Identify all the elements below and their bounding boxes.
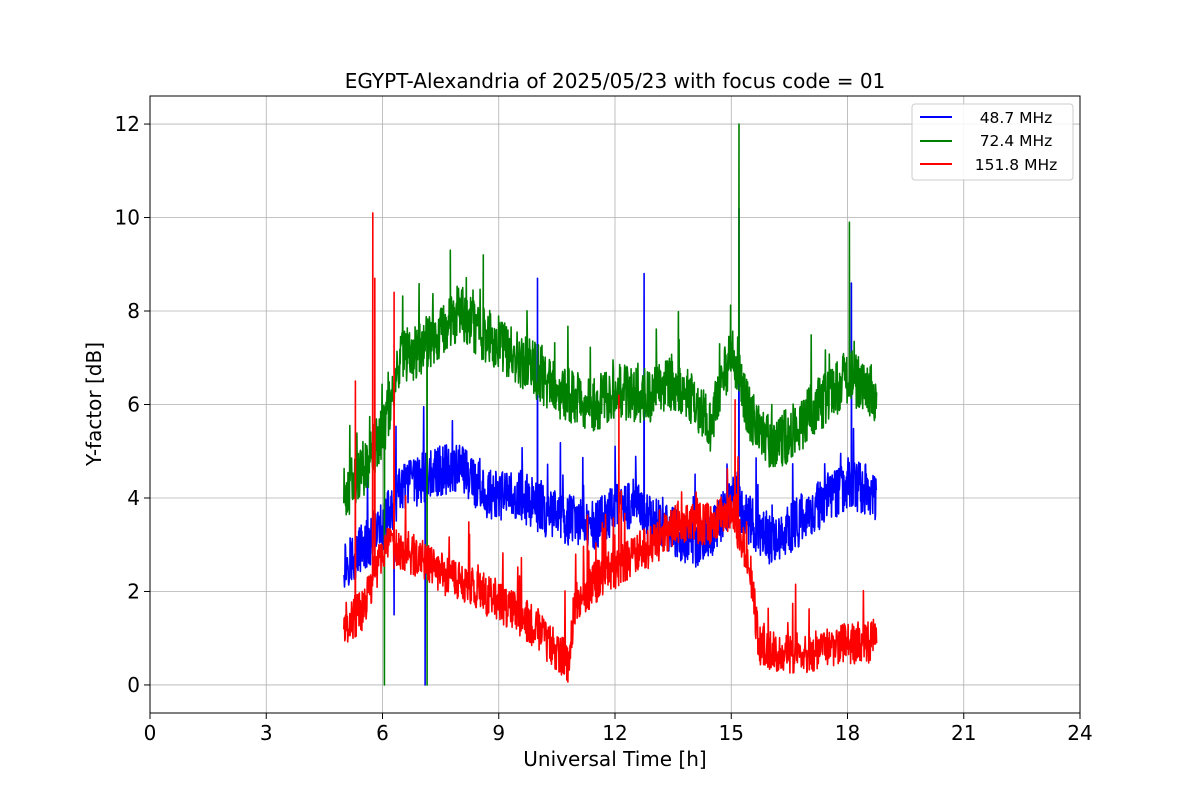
y-tick-label: 8 [127,299,140,323]
legend: 48.7 MHz 72.4 MHz 151.8 MHz [911,103,1074,181]
legend-box [911,103,1074,181]
series-layer [343,123,878,686]
y-tick-label: 6 [127,393,140,417]
chart-title: EGYPT-Alexandria of 2025/05/23 with focu… [345,69,886,93]
x-tick-label: 3 [260,721,273,745]
y-tick-label: 12 [115,112,140,136]
series-line-72-4-mhz [343,123,878,686]
y-tick-label: 4 [127,486,140,510]
x-tick-label: 0 [144,721,157,745]
x-tick-label: 6 [376,721,389,745]
y-tick-label: 0 [127,673,140,697]
series-line-151-8-mhz [343,212,878,683]
y-axis-label: Y-factor [dB] [82,342,106,467]
legend-label-48-7: 48.7 MHz [980,109,1053,127]
y-tick-label: 2 [127,579,140,603]
series-line-48-7-mhz [343,207,878,686]
x-tick-label: 18 [835,721,860,745]
x-tick-label: 15 [719,721,744,745]
y-tick-label: 10 [115,206,140,230]
x-tick-label: 21 [951,721,976,745]
legend-label-151-8: 151.8 MHz [975,156,1057,174]
x-tick-label: 12 [602,721,627,745]
x-tick-label: 24 [1067,721,1092,745]
x-tick-label: 9 [492,721,505,745]
legend-label-72-4: 72.4 MHz [980,132,1053,150]
x-axis-label: Universal Time [h] [523,747,706,771]
